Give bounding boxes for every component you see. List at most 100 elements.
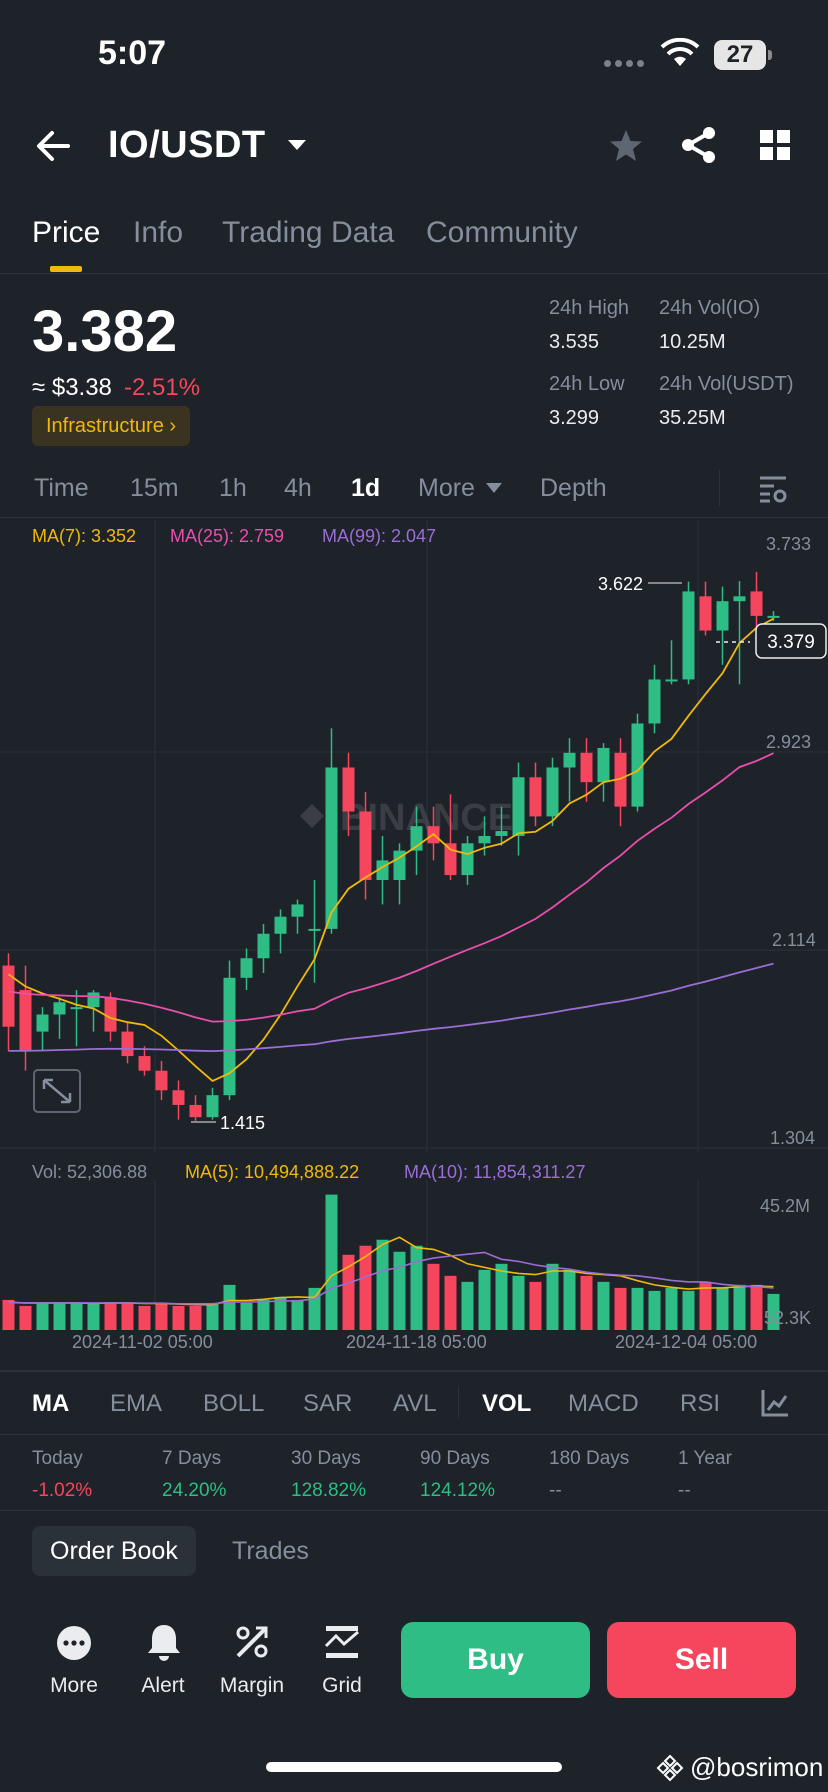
volume-bar — [546, 1263, 559, 1330]
bell-icon[interactable] — [146, 1622, 182, 1662]
vol-io-value: 10.25M — [659, 331, 726, 353]
volume-bar — [750, 1284, 763, 1330]
volume-bar — [478, 1269, 491, 1330]
price-axis-tick: 2.114 — [772, 930, 816, 950]
buy-button[interactable]: Buy — [401, 1622, 590, 1698]
ma25-label: MA(25): 2.759 — [170, 526, 285, 546]
vol-usdt-label: 24h Vol(USDT) — [659, 373, 794, 395]
perf-value: 128.82% — [291, 1480, 367, 1501]
perf-value: 24.20% — [162, 1480, 227, 1501]
divider — [719, 470, 720, 506]
chevron-right-icon: › — [169, 415, 177, 437]
category-tag[interactable]: Infrastructure › — [32, 406, 191, 446]
tab-community[interactable]: Community — [426, 216, 578, 249]
chevron-down-icon[interactable] — [286, 138, 308, 152]
ma7-line — [7, 617, 774, 1082]
interval-1d[interactable]: 1d — [351, 474, 381, 502]
candle — [240, 948, 253, 991]
price-axis-tick: 1.304 — [770, 1128, 816, 1148]
indicator-avl[interactable]: AVL — [393, 1390, 437, 1417]
candle — [733, 581, 746, 685]
ma25-line — [8, 752, 774, 1023]
date-label: 2024-12-04 05:00 — [615, 1332, 758, 1352]
usd-price: ≈ $3.38 — [32, 374, 112, 401]
volume-bar — [665, 1287, 678, 1330]
volume-bar — [393, 1251, 406, 1330]
volume-bar — [733, 1284, 746, 1330]
margin-label[interactable]: Margin — [219, 1674, 285, 1697]
svg-text:3.622: 3.622 — [598, 574, 643, 594]
interval-1h[interactable]: 1h — [219, 474, 247, 502]
volume-bar — [359, 1245, 372, 1330]
indicator-vol[interactable]: VOL — [482, 1390, 532, 1417]
more-label[interactable]: More — [50, 1674, 98, 1697]
grid-label[interactable]: Grid — [322, 1674, 362, 1697]
grid-trading-icon[interactable] — [324, 1624, 360, 1660]
indicator-rsi[interactable]: RSI — [680, 1390, 721, 1417]
chart-settings-icon[interactable] — [758, 474, 788, 504]
back-arrow-icon[interactable] — [34, 128, 72, 164]
tab-order-book[interactable]: Order Book — [32, 1526, 196, 1576]
volume-bar — [563, 1269, 576, 1330]
candle — [308, 879, 321, 983]
indicator-sar[interactable]: SAR — [303, 1390, 353, 1417]
perf-value: -- — [549, 1480, 562, 1501]
indicator-settings-icon[interactable] — [760, 1388, 790, 1418]
tab-trading-data[interactable]: Trading Data — [222, 216, 395, 249]
status-time: 5:07 — [98, 34, 167, 72]
price-axis-tick: 2.923 — [766, 732, 812, 752]
indicator-ema[interactable]: EMA — [110, 1390, 163, 1417]
interval-15m[interactable]: 15m — [130, 474, 179, 502]
interval-more[interactable]: More — [418, 474, 475, 502]
divider — [458, 1386, 459, 1418]
volume-bar — [512, 1275, 525, 1330]
candlestick-chart[interactable]: BINANCE 3.622 1.415 3.379 — [0, 520, 828, 1152]
candle — [274, 909, 287, 954]
grid-menu-icon[interactable] — [760, 130, 790, 160]
indicator-macd[interactable]: MACD — [568, 1390, 639, 1417]
divider — [0, 1434, 828, 1435]
share-icon[interactable] — [680, 126, 718, 164]
date-label: 2024-11-18 05:00 — [346, 1332, 487, 1352]
category-tag-label: Infrastructure — [46, 415, 164, 437]
volume-bar — [342, 1254, 355, 1330]
volume-axis-top: 45.2M — [760, 1196, 811, 1216]
sell-button[interactable]: Sell — [607, 1622, 796, 1698]
expand-icon[interactable] — [33, 1069, 81, 1113]
alert-label[interactable]: Alert — [141, 1674, 185, 1697]
more-icon[interactable] — [55, 1624, 93, 1662]
volume-bar — [240, 1302, 253, 1330]
interval-4h[interactable]: 4h — [284, 474, 312, 502]
candle — [665, 640, 678, 685]
interval-time[interactable]: Time — [34, 474, 89, 502]
date-label: 2024-11-02 05:00 — [72, 1332, 213, 1352]
perf-label: 1 Year — [678, 1448, 732, 1469]
indicator-ma[interactable]: MA — [32, 1390, 70, 1417]
margin-icon[interactable] — [234, 1624, 270, 1660]
pair-title[interactable]: IO/USDT — [108, 124, 266, 166]
signal-icon — [604, 54, 648, 67]
volume-bar — [444, 1275, 457, 1330]
candle — [461, 835, 474, 885]
volume-bar — [308, 1287, 321, 1330]
candle — [223, 960, 236, 1101]
volume-bar — [699, 1281, 712, 1330]
candle — [546, 757, 559, 827]
more-caret-icon[interactable] — [485, 482, 503, 494]
perf-label: 90 Days — [420, 1448, 490, 1469]
candle — [716, 586, 729, 665]
tab-info[interactable]: Info — [133, 216, 184, 249]
indicator-boll[interactable]: BOLL — [203, 1390, 265, 1417]
perf-label: 30 Days — [291, 1448, 361, 1469]
volume-bar — [70, 1302, 83, 1330]
interval-depth[interactable]: Depth — [540, 474, 607, 502]
volume-bar — [597, 1281, 610, 1330]
active-tab-indicator — [50, 266, 82, 272]
candle — [325, 728, 338, 934]
candle — [36, 1007, 49, 1052]
tab-trades[interactable]: Trades — [232, 1537, 309, 1565]
tab-price[interactable]: Price — [32, 216, 101, 249]
candle — [2, 953, 15, 1052]
favorite-star-icon[interactable] — [608, 128, 644, 164]
current-price-badge: 3.379 — [755, 623, 827, 659]
